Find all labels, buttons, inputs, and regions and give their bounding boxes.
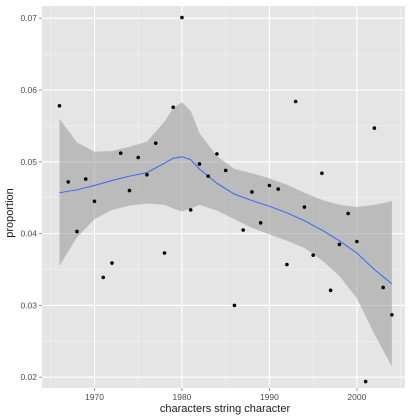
data-point <box>390 312 394 317</box>
data-point <box>232 303 237 308</box>
data-point <box>92 199 97 204</box>
data-point <box>127 188 132 193</box>
x-axis-title: characters string character <box>160 403 291 415</box>
data-point <box>101 275 106 280</box>
data-point <box>363 379 368 384</box>
data-point <box>162 251 167 255</box>
data-point <box>57 104 62 108</box>
y-tick-label: 0.04 <box>20 229 37 239</box>
data-point <box>355 239 359 244</box>
x-tick-label: 2000 <box>347 392 366 402</box>
x-tick-label: 1980 <box>172 392 191 402</box>
data-point <box>206 174 210 178</box>
data-point <box>75 229 79 234</box>
data-point <box>320 171 324 176</box>
data-point <box>241 228 245 232</box>
data-point <box>180 15 184 20</box>
y-tick-label: 0.06 <box>20 85 37 95</box>
data-points <box>57 15 394 384</box>
data-point <box>188 208 193 212</box>
data-point <box>110 261 114 265</box>
data-point <box>337 242 342 247</box>
data-point <box>171 105 175 110</box>
y-tick-label: 0.03 <box>20 300 37 310</box>
data-point <box>223 168 228 173</box>
data-point <box>66 180 71 184</box>
x-tick-label: 1970 <box>85 392 104 402</box>
data-point <box>118 151 123 155</box>
data-point <box>302 205 307 209</box>
data-point <box>372 126 377 130</box>
y-tick-label: 0.05 <box>20 157 37 167</box>
data-point <box>258 221 263 225</box>
data-point <box>83 177 88 181</box>
data-point <box>215 152 219 156</box>
data-point <box>311 253 315 257</box>
data-point <box>153 141 158 145</box>
data-point <box>136 155 141 160</box>
y-axis-ticks: 0.02 0.03 0.04 0.05 0.06 0.07 <box>20 13 42 382</box>
confidence-band <box>59 102 392 367</box>
data-point <box>381 285 385 290</box>
x-axis-ticks: 1970 1980 1990 2000 <box>85 388 367 402</box>
data-point <box>250 190 254 194</box>
data-point <box>197 162 202 166</box>
data-point <box>328 288 333 293</box>
data-point <box>346 211 350 216</box>
y-tick-label: 0.07 <box>20 13 37 23</box>
x-tick-label: 1990 <box>260 392 279 402</box>
y-axis-title: proportion <box>4 188 16 238</box>
y-tick-label: 0.02 <box>20 372 37 382</box>
data-point <box>285 262 289 267</box>
data-point <box>145 172 149 177</box>
data-point <box>267 183 272 188</box>
data-point <box>293 99 298 104</box>
data-point <box>276 187 280 191</box>
